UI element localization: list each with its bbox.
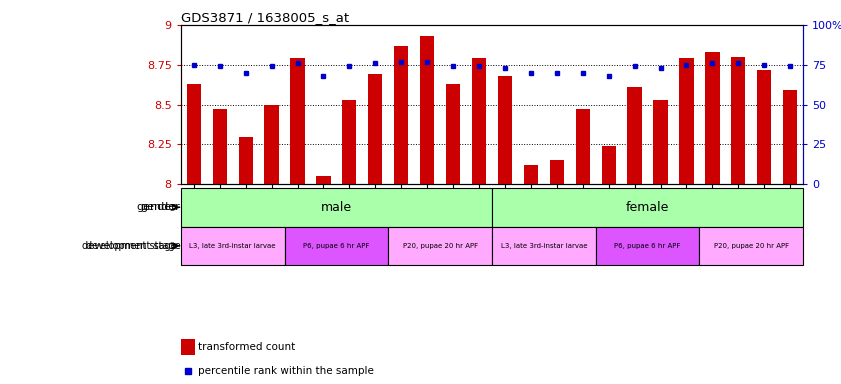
Bar bbox=[492, 188, 803, 227]
Text: female: female bbox=[626, 201, 669, 214]
Bar bbox=[290, 58, 304, 184]
Bar bbox=[187, 84, 201, 184]
Bar bbox=[757, 70, 771, 184]
Bar bbox=[213, 109, 227, 184]
Bar bbox=[601, 146, 616, 184]
Bar bbox=[492, 227, 595, 265]
Text: gender: gender bbox=[137, 202, 177, 212]
Text: development stage: development stage bbox=[86, 241, 181, 251]
Bar bbox=[653, 100, 668, 184]
Bar bbox=[731, 57, 745, 184]
Bar bbox=[368, 74, 383, 184]
Text: L3, late 3rd-instar larvae: L3, late 3rd-instar larvae bbox=[189, 243, 276, 249]
Text: transformed count: transformed count bbox=[198, 342, 295, 352]
Text: development stage: development stage bbox=[82, 241, 177, 251]
Bar bbox=[706, 52, 720, 184]
Bar bbox=[181, 188, 492, 227]
Bar bbox=[446, 84, 460, 184]
Bar bbox=[472, 58, 486, 184]
Bar bbox=[316, 176, 331, 184]
Bar bbox=[575, 109, 590, 184]
Bar bbox=[389, 227, 492, 265]
Text: P6, pupae 6 hr APF: P6, pupae 6 hr APF bbox=[304, 243, 369, 249]
Bar bbox=[627, 87, 642, 184]
Bar bbox=[264, 104, 278, 184]
Bar bbox=[394, 46, 409, 184]
Text: percentile rank within the sample: percentile rank within the sample bbox=[198, 366, 374, 376]
Bar bbox=[284, 227, 389, 265]
Text: P20, pupae 20 hr APF: P20, pupae 20 hr APF bbox=[714, 243, 789, 249]
Bar bbox=[524, 165, 538, 184]
Bar bbox=[680, 58, 694, 184]
Bar bbox=[181, 227, 284, 265]
Text: P6, pupae 6 hr APF: P6, pupae 6 hr APF bbox=[615, 243, 680, 249]
Bar bbox=[700, 227, 803, 265]
Bar bbox=[239, 136, 253, 184]
Text: male: male bbox=[320, 201, 352, 214]
Bar bbox=[498, 76, 512, 184]
Text: GDS3871 / 1638005_s_at: GDS3871 / 1638005_s_at bbox=[181, 11, 349, 24]
Text: P20, pupae 20 hr APF: P20, pupae 20 hr APF bbox=[403, 243, 478, 249]
Bar bbox=[181, 339, 194, 355]
Bar bbox=[783, 90, 797, 184]
Bar bbox=[595, 227, 700, 265]
Text: gender: gender bbox=[140, 202, 181, 212]
Bar bbox=[420, 36, 434, 184]
Text: L3, late 3rd-instar larvae: L3, late 3rd-instar larvae bbox=[500, 243, 587, 249]
Bar bbox=[550, 161, 564, 184]
Bar bbox=[342, 100, 357, 184]
